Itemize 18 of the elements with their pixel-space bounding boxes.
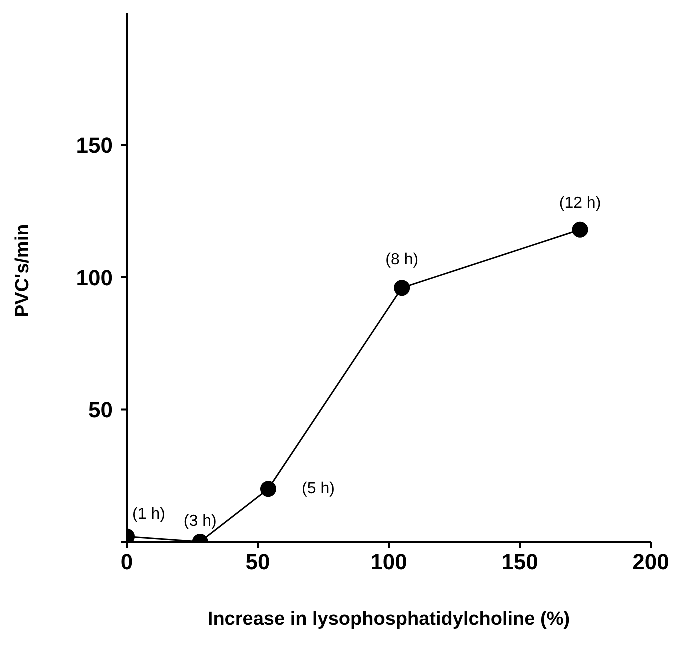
x-tick-label: 100 (370, 550, 408, 575)
y-axis-title: PVC's/min (12, 224, 34, 318)
y-tick-label: 50 (88, 398, 113, 423)
point (572, 222, 588, 238)
point (394, 280, 410, 296)
point (260, 481, 276, 498)
y-tick-label: 150 (76, 133, 113, 158)
annotation: (5 h) (302, 480, 335, 498)
annotation: (3 h) (184, 513, 217, 530)
x-axis-title: Increase in lysophosphatidylcholine (%) (208, 609, 570, 630)
annotation: (8 h) (386, 251, 419, 268)
x-tick-label: 50 (246, 550, 270, 575)
y-tick-label: 100 (76, 265, 113, 290)
annotation: (1 h) (132, 506, 166, 523)
x-tick-label: 200 (632, 550, 670, 575)
x-tick-label: 0 (120, 550, 134, 575)
annotation: (12 h) (559, 195, 602, 212)
x-tick-label: 150 (502, 550, 538, 575)
